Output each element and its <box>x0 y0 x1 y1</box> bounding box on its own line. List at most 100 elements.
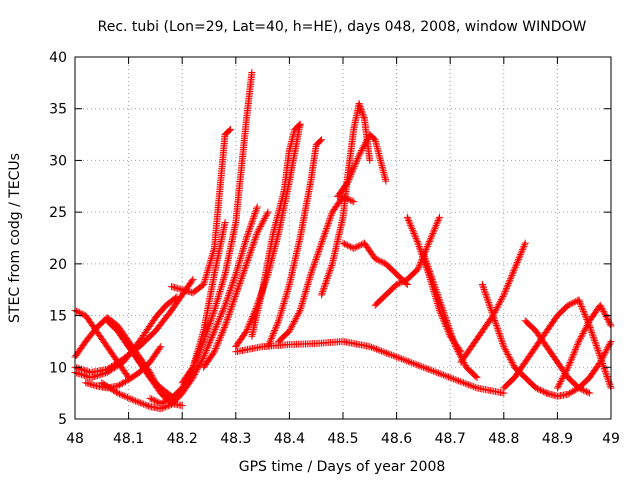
data-point <box>420 251 428 259</box>
data-point <box>226 287 234 295</box>
data-point <box>353 156 361 164</box>
data-point <box>506 354 514 362</box>
data-point <box>221 272 229 280</box>
data-point <box>449 336 457 344</box>
data-point <box>587 327 595 335</box>
data-point <box>428 231 436 239</box>
data-point <box>200 336 208 344</box>
data-point <box>241 237 249 245</box>
data-point <box>218 308 226 316</box>
data-point <box>606 382 614 390</box>
series-25 <box>478 281 551 397</box>
data-point <box>423 242 431 250</box>
data-point <box>238 273 246 281</box>
data-point <box>434 292 442 300</box>
data-point <box>264 208 272 216</box>
series-26 <box>500 296 583 392</box>
data-point <box>325 218 333 226</box>
data-point <box>502 284 510 292</box>
data-point <box>243 234 251 242</box>
data-point <box>358 109 366 117</box>
data-point <box>117 391 125 399</box>
data-point <box>228 282 236 290</box>
data-point <box>496 299 504 307</box>
data-point <box>425 266 433 274</box>
data-point <box>282 293 290 301</box>
data-point <box>135 398 143 406</box>
data-point <box>456 351 464 359</box>
data-point <box>243 325 251 333</box>
data-point <box>584 317 592 325</box>
data-point <box>326 266 334 274</box>
chart-title: Rec. tubi (Lon=29, Lat=40, h=HE), days 0… <box>98 19 587 35</box>
data-point <box>267 336 275 344</box>
data-point <box>566 389 574 397</box>
data-point <box>298 300 306 308</box>
data-point <box>247 317 255 325</box>
data-point <box>494 326 502 334</box>
data-point <box>203 268 211 276</box>
data-point <box>233 288 241 296</box>
data-point <box>319 286 327 294</box>
data-point <box>239 246 247 254</box>
data-point <box>400 277 408 285</box>
data-point <box>602 371 610 379</box>
data-point <box>596 301 604 309</box>
data-point <box>258 219 266 227</box>
data-point <box>219 306 227 314</box>
data-point <box>578 303 586 311</box>
data-point <box>374 256 382 264</box>
data-point <box>575 337 583 345</box>
data-point <box>413 238 421 246</box>
data-point <box>456 378 464 386</box>
data-point <box>450 375 458 383</box>
data-point <box>595 350 603 358</box>
data-point <box>125 394 133 402</box>
y-tick-label: 15 <box>49 309 67 325</box>
data-point <box>427 271 435 279</box>
data-point <box>521 239 529 247</box>
data-point <box>602 312 610 320</box>
data-point <box>250 211 258 219</box>
data-point <box>577 333 585 341</box>
data-point <box>493 323 501 331</box>
data-point <box>207 256 215 264</box>
data-point <box>208 253 216 261</box>
data-point <box>398 355 406 363</box>
data-point <box>260 216 268 224</box>
data-point <box>347 171 355 179</box>
data-point <box>224 291 232 299</box>
data-point <box>210 246 218 254</box>
data-point <box>212 345 220 353</box>
data-point <box>236 278 244 286</box>
data-point <box>601 349 609 357</box>
data-point <box>326 215 334 223</box>
data-point <box>216 333 224 341</box>
data-point <box>415 242 423 250</box>
data-point <box>386 350 394 358</box>
x-tick-label: 48.9 <box>542 431 573 447</box>
data-point <box>190 372 198 380</box>
data-point <box>428 367 436 375</box>
data-point <box>339 239 347 247</box>
data-point <box>212 324 220 332</box>
data-point <box>209 311 217 319</box>
data-point <box>281 294 289 302</box>
data-point <box>465 381 473 389</box>
data-point <box>495 328 503 336</box>
data-point <box>541 388 549 396</box>
data-point <box>292 314 300 322</box>
data-point <box>163 397 171 405</box>
data-point <box>433 368 441 376</box>
data-point <box>374 346 382 354</box>
data-point <box>130 396 138 404</box>
data-point <box>345 175 353 183</box>
data-point <box>512 262 520 270</box>
data-point <box>468 382 476 390</box>
data-point <box>275 317 283 325</box>
data-point <box>328 210 336 218</box>
data-point <box>595 348 603 356</box>
series-29 <box>543 337 615 400</box>
data-point <box>434 369 442 377</box>
data-point <box>124 393 132 401</box>
